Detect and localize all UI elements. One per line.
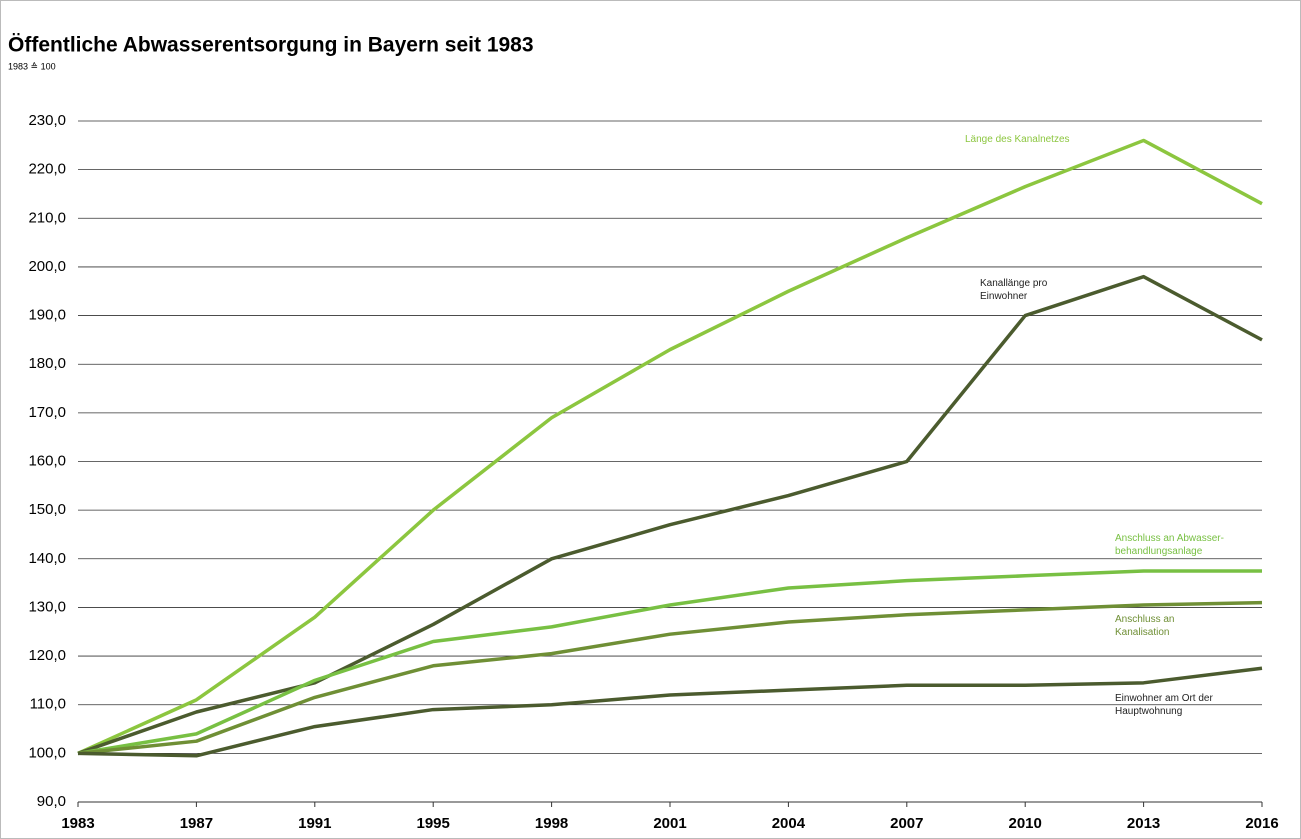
series-line bbox=[77, 569, 1262, 756]
series-line bbox=[77, 600, 1263, 756]
series-label: Einwohner am Ort der Hauptwohnung bbox=[1115, 693, 1213, 717]
series-line bbox=[77, 666, 1263, 758]
y-tick-label: 200,0 bbox=[28, 258, 66, 275]
chart-subtitle: 1983 ≙ 100 bbox=[8, 61, 56, 71]
x-tick-label: 1995 bbox=[417, 815, 450, 832]
y-tick-label: 100,0 bbox=[28, 744, 66, 761]
x-tick-label: 1998 bbox=[535, 815, 568, 832]
y-tick-label: 140,0 bbox=[28, 550, 66, 567]
y-tick-label: 110,0 bbox=[30, 696, 66, 713]
series-label: Kanallänge pro Einwohner bbox=[980, 278, 1048, 302]
y-tick-label: 180,0 bbox=[28, 355, 66, 372]
series-line bbox=[77, 274, 1263, 756]
y-tick-label: 90,0 bbox=[37, 793, 66, 810]
y-tick-label: 190,0 bbox=[28, 307, 66, 324]
y-tick-label: 150,0 bbox=[28, 501, 66, 518]
x-tick-label: 1987 bbox=[180, 815, 213, 832]
chart-title: Öffentliche Abwasserentsorgung in Bayern… bbox=[8, 34, 534, 57]
series-label: Länge des Kanalnetzes bbox=[965, 134, 1070, 145]
series-label: Anschluss an Abwasser-behandlungsanlage bbox=[1115, 533, 1224, 557]
y-tick-label: 130,0 bbox=[28, 598, 66, 615]
y-tick-label: 210,0 bbox=[28, 209, 66, 226]
y-tick-label: 120,0 bbox=[28, 647, 66, 664]
x-tick-label: 2007 bbox=[890, 815, 923, 832]
y-tick-label: 230,0 bbox=[28, 112, 66, 129]
series-label: Anschluss an Kanalisation bbox=[1115, 614, 1175, 638]
y-tick-label: 220,0 bbox=[28, 161, 66, 178]
x-tick-label: 2016 bbox=[1245, 815, 1278, 832]
x-tick-label: 1991 bbox=[298, 815, 331, 832]
x-tick-label: 2004 bbox=[772, 815, 806, 832]
x-tick-label: 2013 bbox=[1127, 815, 1160, 832]
x-tick-label: 2010 bbox=[1009, 815, 1042, 832]
x-tick-label: 1983 bbox=[61, 815, 94, 832]
y-tick-label: 160,0 bbox=[28, 452, 66, 469]
series-line bbox=[77, 138, 1263, 755]
y-tick-label: 170,0 bbox=[28, 404, 66, 421]
x-tick-label: 2001 bbox=[653, 815, 686, 832]
